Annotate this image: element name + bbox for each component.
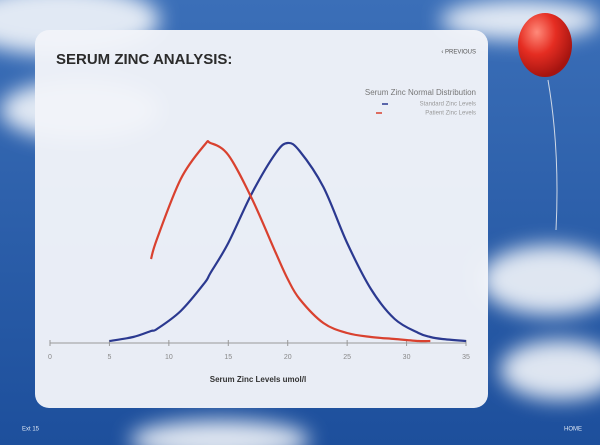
previous-button[interactable]: ‹ PREVIOUS xyxy=(441,50,476,56)
x-tick-label: 20 xyxy=(284,354,292,361)
legend-label: Patient Zinc Levels xyxy=(425,111,476,117)
x-tick-label: 5 xyxy=(107,354,111,361)
x-tick-label: 0 xyxy=(48,354,52,361)
x-tick-label: 25 xyxy=(343,354,351,361)
home-button[interactable]: HOME xyxy=(564,427,582,433)
screen: SERUM ZINC ANALYSIS: ‹ PREVIOUS Serum Zi… xyxy=(0,0,600,445)
x-tick-label: 15 xyxy=(224,354,232,361)
chart-title: Serum Zinc Normal Distribution xyxy=(365,88,476,97)
x-tick-label: 30 xyxy=(403,354,411,361)
x-tick-label: 10 xyxy=(165,354,173,361)
x-axis-label: Serum Zinc Levels umol/l xyxy=(210,375,306,384)
page-title: SERUM ZINC ANALYSIS: xyxy=(56,51,232,68)
legend-label: Standard Zinc Levels xyxy=(420,102,476,108)
balloon xyxy=(518,13,572,77)
footer-left: Ext 15 xyxy=(22,427,40,433)
x-tick-label: 35 xyxy=(462,354,470,361)
